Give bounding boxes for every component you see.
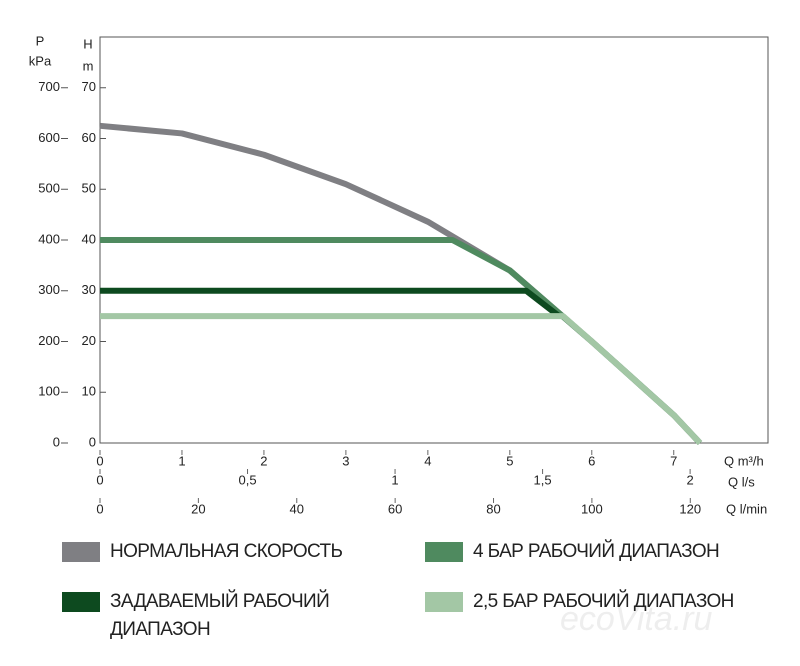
y-tick-label: 40	[82, 231, 96, 246]
x3-tick-label: 60	[388, 501, 402, 516]
legend-item: 4 БАР РАБОЧИЙ ДИАПАЗОН	[425, 538, 743, 566]
chart: P kPa H m Q m³/h Q l/s Q l/min 010203040…	[29, 33, 769, 516]
y-tick-label: 30	[82, 282, 96, 297]
legend-swatch	[62, 592, 100, 612]
x2-tick-label: 0	[96, 472, 103, 487]
series-line	[100, 287, 561, 319]
y2-tick-label: 600	[38, 130, 60, 145]
x3-tick-label: 120	[679, 501, 701, 516]
x3-tick-label: 100	[581, 501, 603, 516]
series-line	[100, 313, 703, 446]
y-label: H	[83, 36, 92, 51]
y-tick-label: 10	[82, 384, 96, 399]
y2-tick-label: 500	[38, 181, 60, 196]
x-tick-label: 7	[670, 453, 677, 468]
x-tick-label: 3	[342, 453, 349, 468]
x3-tick-label: 20	[191, 501, 205, 516]
watermark: ecoVita.ru	[560, 600, 713, 638]
legend-item: ЗАДАВАЕМЫЙ РАБОЧИЙ ДИАПАЗОН	[62, 588, 380, 644]
x-tick-label: 2	[260, 453, 267, 468]
y2-tick-label: 700	[38, 79, 60, 94]
legend-label: 2,5 БАР РАБОЧИЙ ДИАПАЗОН	[473, 591, 734, 612]
y2-tick-label: 400	[38, 231, 60, 246]
y2-label: P	[36, 33, 45, 48]
x-label: Q m³/h	[724, 453, 764, 468]
x-tick-label: 4	[424, 453, 431, 468]
x-tick-label: 6	[588, 453, 595, 468]
y2-unit: kPa	[29, 53, 52, 68]
y2-tick-label: 0	[53, 434, 60, 449]
y-tick-label: 50	[82, 181, 96, 196]
y-tick-label: 70	[82, 79, 96, 94]
legend-label: 4 БАР РАБОЧИЙ ДИАПАЗОН	[473, 541, 720, 562]
y-unit: m	[83, 58, 94, 73]
x-tick-label: 1	[178, 453, 185, 468]
x-tick-label: 0	[96, 453, 103, 468]
y-tick-label: 60	[82, 130, 96, 145]
series-line	[100, 237, 703, 446]
y2-tick-label: 100	[38, 384, 60, 399]
x2-tick-label: 1,5	[534, 472, 552, 487]
y2-tick-label: 200	[38, 333, 60, 348]
y-tick-label: 0	[89, 434, 96, 449]
legend-item: НОРМАЛЬНАЯ СКОРОСТЬ	[62, 538, 380, 566]
series-line	[99, 122, 703, 446]
legend-swatch	[425, 592, 463, 612]
x2-tick-label: 0,5	[238, 472, 256, 487]
legend-swatch	[62, 542, 100, 562]
legend-item: 2,5 БАР РАБОЧИЙ ДИАПАЗОН	[425, 588, 743, 616]
x-tick-label: 5	[506, 453, 513, 468]
legend-label: ЗАДАВАЕМЫЙ РАБОЧИЙ ДИАПАЗОН	[110, 591, 330, 640]
x3-tick-label: 80	[486, 501, 500, 516]
x2-label: Q l/s	[728, 474, 755, 489]
y-tick-label: 20	[82, 333, 96, 348]
x3-tick-label: 0	[96, 501, 103, 516]
x3-tick-label: 40	[290, 501, 304, 516]
legend-label: НОРМАЛЬНАЯ СКОРОСТЬ	[110, 541, 343, 562]
y2-tick-label: 300	[38, 282, 60, 297]
x2-tick-label: 2	[686, 472, 693, 487]
x3-label: Q l/min	[726, 501, 767, 516]
legend-swatch	[425, 542, 463, 562]
x2-tick-label: 1	[391, 472, 398, 487]
